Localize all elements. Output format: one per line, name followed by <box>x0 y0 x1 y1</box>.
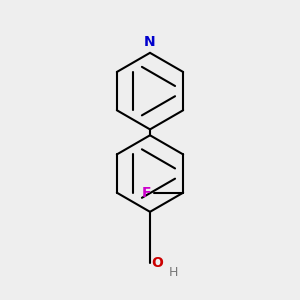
Text: O: O <box>152 256 163 270</box>
Text: N: N <box>144 35 156 49</box>
Text: H: H <box>169 266 178 279</box>
Text: F: F <box>142 186 151 200</box>
